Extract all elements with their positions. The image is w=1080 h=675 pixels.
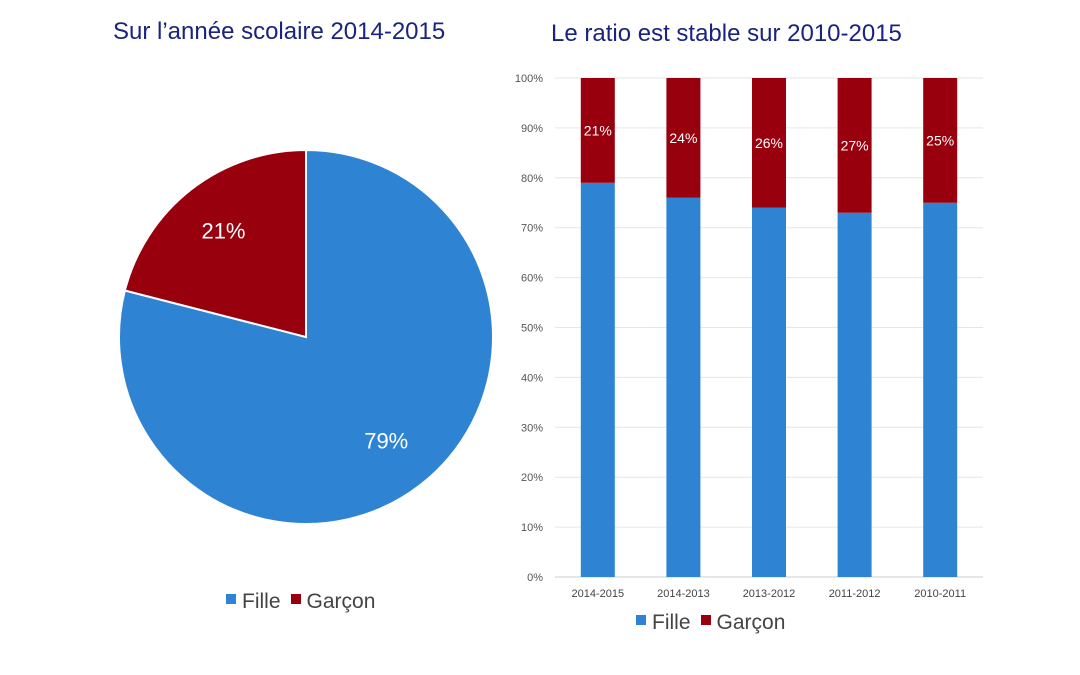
legend-swatch-fille [226, 594, 236, 604]
legend-item-garcon: Garçon [700, 611, 786, 635]
pie-label-fille: 79% [364, 428, 408, 453]
legend-item-garcon: Garçon [290, 590, 376, 614]
x-tick-label: 2014-2015 [571, 588, 624, 600]
legend-label-fille: Fille [242, 590, 281, 613]
bar-data-label: 26% [755, 135, 783, 151]
bar-chart-title: Le ratio est stable sur 2010-2015 [551, 20, 902, 47]
bar-segment-fille [752, 207, 786, 578]
pie-slice-garcon [123, 148, 307, 339]
y-tick-label: 10% [521, 522, 543, 534]
legend-swatch-garcon [700, 615, 711, 625]
bar-segment-fille [923, 202, 958, 577]
legend-swatch-garcon [290, 594, 301, 604]
x-tick-label: 2013-2012 [743, 588, 796, 600]
bar-data-label: 25% [926, 132, 954, 148]
y-tick-label: 50% [521, 323, 543, 335]
pie-label-garcon: 21% [201, 219, 245, 244]
pie-chart: 79% 21% [118, 148, 494, 525]
bar-legend: Fille Garçon [636, 611, 795, 635]
y-tick-label: 40% [521, 372, 543, 384]
y-tick-label: 90% [521, 123, 543, 135]
legend-item-fille: Fille [636, 611, 691, 635]
pie-chart-title: Sur l’année scolaire 2014-2015 [113, 18, 446, 45]
bar-segment-garcon [666, 78, 701, 198]
legend-label-garcon: Garçon [716, 611, 786, 634]
y-tick-label: 20% [521, 472, 543, 484]
y-tick-label: 0% [527, 572, 543, 584]
pie-legend: Fille Garçon [226, 590, 385, 614]
bar-data-label: 24% [669, 130, 697, 146]
bar-segment-fille [666, 197, 701, 577]
bar-segment-garcon [837, 78, 872, 213]
bar-segment-fille [580, 182, 615, 578]
legend-item-fille: Fille [226, 590, 281, 614]
x-tick-label: 2011-2012 [829, 588, 881, 600]
bar-segment-garcon [752, 78, 786, 208]
x-tick-label: 2010-2011 [914, 588, 966, 600]
bar-segment-garcon [580, 78, 615, 183]
bar-segment-fille [837, 212, 872, 578]
bar-segment-garcon [923, 78, 958, 203]
y-tick-label: 60% [521, 273, 543, 285]
legend-label-garcon: Garçon [306, 590, 376, 613]
y-tick-label: 30% [521, 422, 543, 434]
legend-label-fille: Fille [652, 611, 691, 634]
legend-swatch-fille [636, 615, 646, 625]
stacked-bar-chart: 0% 10% 20% 30% 40% 50% 60% 70% 80% 90% 100% 21% 2014… [515, 73, 983, 600]
bar-data-label: 27% [841, 137, 869, 153]
x-tick-label: 2014-2013 [657, 588, 710, 600]
y-tick-label: 100% [515, 73, 543, 85]
y-tick-label: 70% [521, 223, 543, 235]
y-tick-label: 80% [521, 173, 543, 185]
bar-data-label: 21% [584, 122, 612, 138]
